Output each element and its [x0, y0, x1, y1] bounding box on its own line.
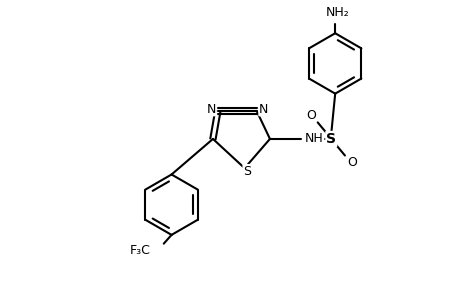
Text: S: S — [325, 132, 336, 146]
Text: N: N — [206, 103, 215, 116]
Text: S: S — [242, 165, 251, 178]
Text: N: N — [258, 103, 268, 116]
Text: F₃C: F₃C — [130, 244, 151, 257]
Text: NH₂: NH₂ — [325, 6, 349, 19]
Text: O: O — [305, 109, 315, 122]
Text: NH: NH — [304, 132, 323, 146]
Text: O: O — [346, 156, 356, 169]
